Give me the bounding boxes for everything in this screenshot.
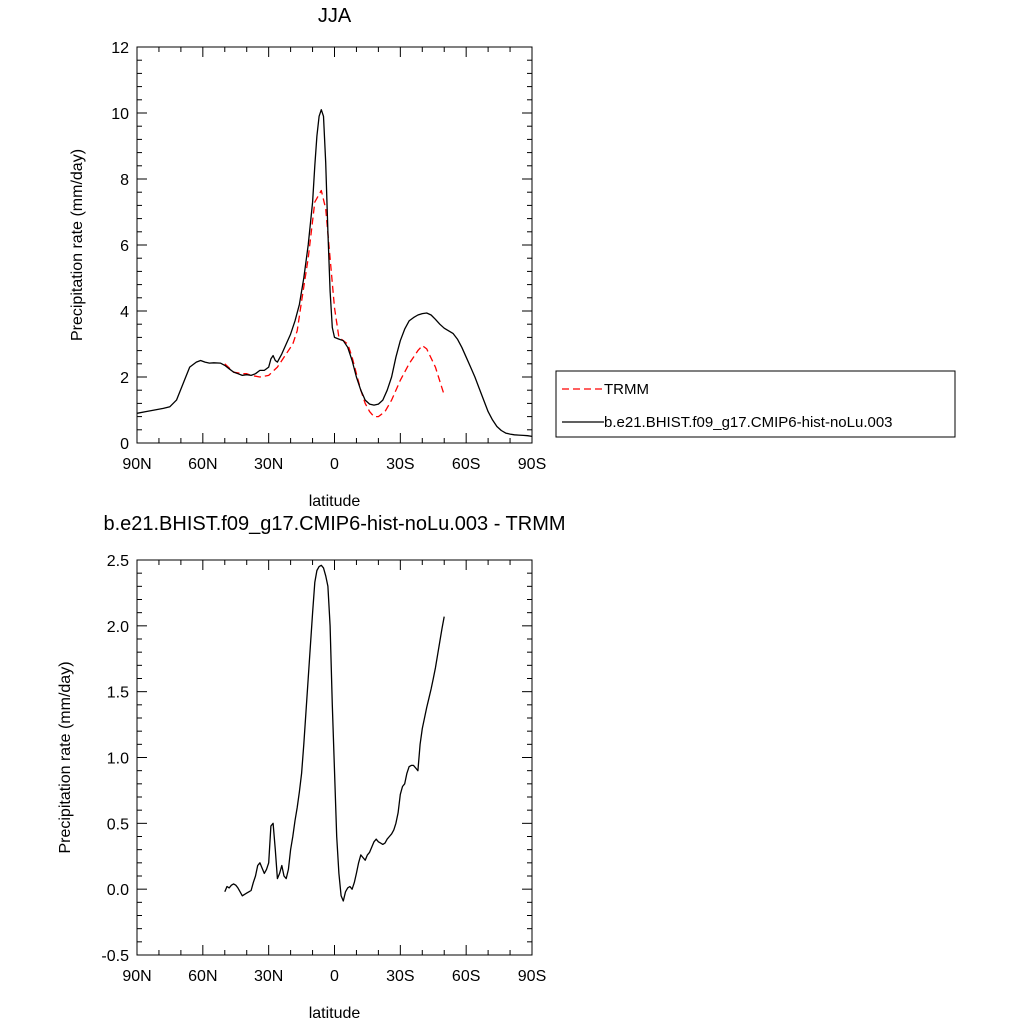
x-tick-label: 90S bbox=[518, 968, 546, 985]
panel-difference: b.e21.BHIST.f09_g17.CMIP6-hist-noLu.003 … bbox=[57, 513, 566, 1022]
x-tick-label: 90N bbox=[122, 968, 151, 985]
x-tick-label: 60S bbox=[452, 968, 480, 985]
legend-box bbox=[555, 370, 956, 438]
y-tick-label: 10 bbox=[111, 106, 129, 123]
y-axis-label: Precipitation rate (mm/day) bbox=[69, 149, 86, 341]
y-tick-label: 2.5 bbox=[107, 553, 129, 570]
panel-jja: JJA 90N 60N 30N 0 30S 60S 90S 0 2 4 6 8 10 12 latitude P… bbox=[69, 5, 956, 510]
y-tick-label: 12 bbox=[111, 40, 129, 57]
x-tick-label: 60S bbox=[452, 456, 480, 473]
y-tick-label: 0 bbox=[120, 436, 129, 453]
y-tick-label: -0.5 bbox=[101, 948, 129, 965]
series-line-0 bbox=[224, 564, 445, 902]
series-line-0 bbox=[224, 189, 445, 418]
x-tick-label: 30N bbox=[254, 968, 283, 985]
chart-title: b.e21.BHIST.f09_g17.CMIP6-hist-noLu.003 … bbox=[103, 513, 565, 535]
x-tick-label: 30N bbox=[254, 456, 283, 473]
y-tick-label: 2 bbox=[120, 370, 129, 387]
x-axis-label: latitude bbox=[309, 493, 361, 510]
series-line-1 bbox=[136, 109, 533, 438]
x-tick-label: 0 bbox=[330, 968, 339, 985]
legend-label: TRMM bbox=[604, 381, 649, 398]
legend-label: b.e21.BHIST.f09_g17.CMIP6-hist-noLu.003 bbox=[604, 414, 893, 431]
y-tick-label: 1.0 bbox=[107, 751, 129, 768]
x-tick-label: 60N bbox=[188, 456, 217, 473]
y-tick-label: 4 bbox=[120, 304, 129, 321]
y-tick-label: 8 bbox=[120, 172, 129, 189]
x-tick-label: 30S bbox=[386, 456, 414, 473]
chart-title: JJA bbox=[318, 5, 352, 27]
y-tick-label: 1.5 bbox=[107, 685, 129, 702]
y-axis-label: Precipitation rate (mm/day) bbox=[57, 661, 74, 853]
y-tick-label: 6 bbox=[120, 238, 129, 255]
x-tick-label: 90S bbox=[518, 456, 546, 473]
x-tick-label: 0 bbox=[330, 456, 339, 473]
y-tick-label: 2.0 bbox=[107, 619, 129, 636]
y-tick-label: 0.0 bbox=[107, 882, 129, 899]
plot-frame bbox=[136, 46, 533, 444]
x-tick-label: 90N bbox=[122, 456, 151, 473]
x-tick-label: 30S bbox=[386, 968, 414, 985]
y-tick-label: 0.5 bbox=[107, 816, 129, 833]
x-axis-label: latitude bbox=[309, 1005, 361, 1022]
x-tick-label: 60N bbox=[188, 968, 217, 985]
